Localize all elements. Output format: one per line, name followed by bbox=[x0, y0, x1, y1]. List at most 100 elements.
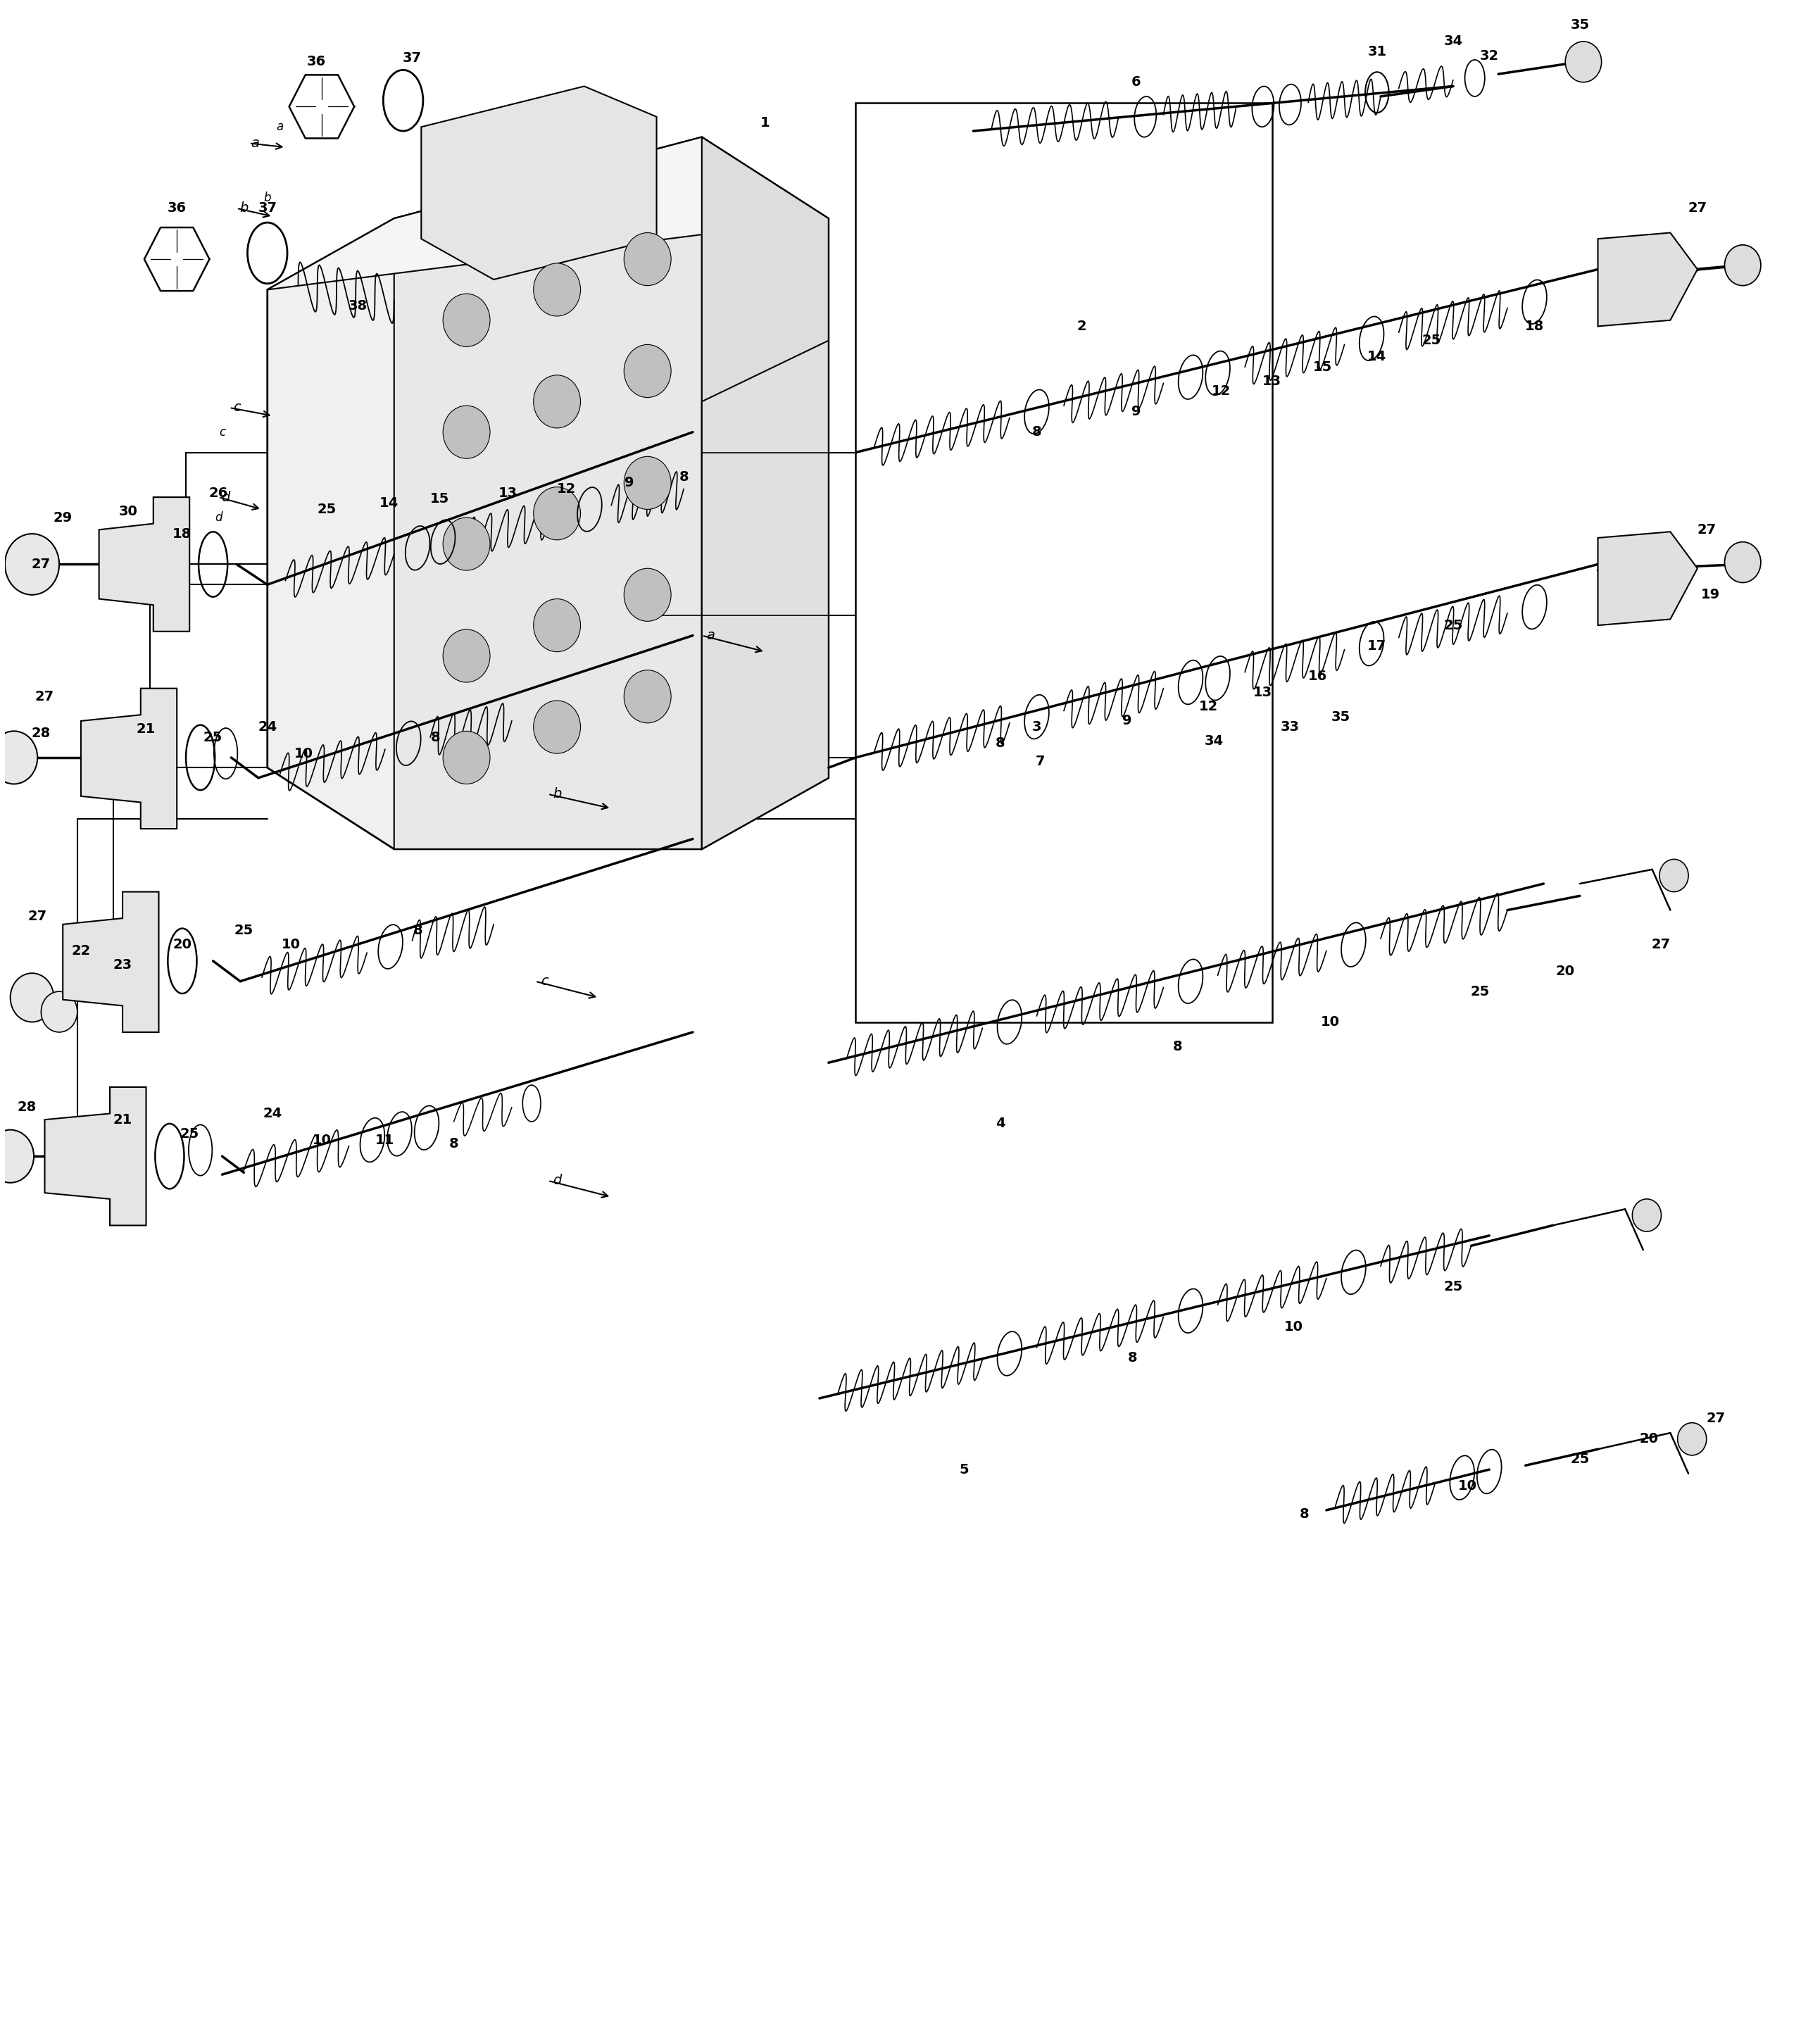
Text: 37: 37 bbox=[258, 202, 277, 215]
Text: 9: 9 bbox=[1123, 713, 1132, 728]
Text: 25: 25 bbox=[1471, 985, 1491, 997]
Text: 2: 2 bbox=[1077, 319, 1087, 333]
Circle shape bbox=[533, 486, 581, 540]
Circle shape bbox=[442, 517, 490, 570]
Text: c: c bbox=[541, 975, 548, 987]
Circle shape bbox=[533, 376, 581, 427]
Circle shape bbox=[442, 630, 490, 683]
Text: 8: 8 bbox=[679, 470, 688, 484]
Text: 16: 16 bbox=[1309, 670, 1327, 683]
Text: 25: 25 bbox=[1421, 333, 1441, 347]
Text: 35: 35 bbox=[1571, 18, 1589, 33]
Text: 8: 8 bbox=[1174, 1040, 1183, 1053]
Text: 31: 31 bbox=[1367, 45, 1387, 59]
Text: 13: 13 bbox=[1254, 687, 1272, 699]
Text: 21: 21 bbox=[136, 722, 157, 736]
Text: 36: 36 bbox=[308, 55, 326, 69]
Text: 5: 5 bbox=[959, 1464, 968, 1476]
Circle shape bbox=[442, 405, 490, 458]
Text: 9: 9 bbox=[624, 476, 633, 491]
Circle shape bbox=[624, 670, 672, 724]
Text: 27: 27 bbox=[1696, 523, 1716, 536]
Text: 20: 20 bbox=[1556, 965, 1574, 977]
Text: 9: 9 bbox=[1132, 405, 1141, 419]
Text: 28: 28 bbox=[16, 1102, 36, 1114]
Circle shape bbox=[533, 701, 581, 754]
Text: 4: 4 bbox=[996, 1116, 1005, 1130]
Text: d: d bbox=[553, 1173, 561, 1188]
Circle shape bbox=[442, 294, 490, 347]
Polygon shape bbox=[420, 86, 657, 280]
Text: 32: 32 bbox=[1480, 49, 1500, 63]
Text: 17: 17 bbox=[1367, 640, 1387, 652]
Text: 10: 10 bbox=[295, 746, 313, 760]
Text: 27: 27 bbox=[1653, 938, 1671, 950]
Text: a: a bbox=[706, 630, 715, 642]
Text: 37: 37 bbox=[402, 51, 422, 65]
Polygon shape bbox=[703, 137, 828, 848]
Text: 8: 8 bbox=[413, 924, 422, 936]
Circle shape bbox=[624, 456, 672, 509]
Text: 28: 28 bbox=[31, 726, 51, 740]
Polygon shape bbox=[64, 891, 158, 1032]
Circle shape bbox=[624, 568, 672, 621]
Text: 18: 18 bbox=[1525, 319, 1543, 333]
Text: 12: 12 bbox=[1212, 384, 1230, 399]
Text: 25: 25 bbox=[204, 730, 222, 744]
Polygon shape bbox=[98, 497, 189, 632]
Text: 24: 24 bbox=[258, 719, 277, 734]
Circle shape bbox=[5, 533, 60, 595]
Text: 14: 14 bbox=[1367, 350, 1387, 364]
Circle shape bbox=[42, 991, 76, 1032]
Text: 27: 27 bbox=[31, 558, 51, 570]
Text: b: b bbox=[264, 192, 271, 204]
Text: 36: 36 bbox=[167, 202, 186, 215]
Text: 8: 8 bbox=[450, 1136, 459, 1151]
Circle shape bbox=[1725, 542, 1760, 583]
Text: 25: 25 bbox=[235, 924, 253, 936]
Text: d: d bbox=[222, 491, 229, 505]
Text: 11: 11 bbox=[375, 1132, 395, 1147]
Text: 6: 6 bbox=[1132, 76, 1141, 88]
Text: 8: 8 bbox=[996, 736, 1005, 750]
Text: 35: 35 bbox=[1330, 709, 1350, 724]
Circle shape bbox=[624, 345, 672, 397]
Text: 25: 25 bbox=[1443, 619, 1463, 632]
Circle shape bbox=[533, 599, 581, 652]
Polygon shape bbox=[46, 1087, 146, 1226]
Circle shape bbox=[624, 233, 672, 286]
Text: d: d bbox=[215, 511, 222, 523]
Text: 24: 24 bbox=[264, 1108, 282, 1120]
Polygon shape bbox=[268, 137, 828, 848]
Circle shape bbox=[0, 1130, 35, 1183]
Text: 1: 1 bbox=[761, 117, 770, 129]
Text: 10: 10 bbox=[1285, 1320, 1303, 1335]
Text: 33: 33 bbox=[1281, 719, 1299, 734]
Text: 14: 14 bbox=[379, 497, 399, 509]
Text: 27: 27 bbox=[1705, 1412, 1725, 1425]
Text: 25: 25 bbox=[180, 1126, 198, 1141]
Text: 29: 29 bbox=[53, 511, 73, 523]
Circle shape bbox=[1660, 858, 1689, 891]
Polygon shape bbox=[1598, 531, 1698, 625]
Text: 8: 8 bbox=[1128, 1351, 1138, 1363]
Polygon shape bbox=[268, 137, 828, 290]
Text: 19: 19 bbox=[1700, 589, 1720, 601]
Text: c: c bbox=[218, 425, 226, 437]
Circle shape bbox=[1565, 41, 1602, 82]
Text: 12: 12 bbox=[557, 482, 575, 497]
Text: 27: 27 bbox=[1687, 202, 1707, 215]
Text: 10: 10 bbox=[1321, 1016, 1340, 1028]
Text: 25: 25 bbox=[1443, 1280, 1463, 1294]
Text: 10: 10 bbox=[282, 938, 300, 950]
Text: 20: 20 bbox=[173, 938, 191, 950]
Text: 30: 30 bbox=[118, 505, 138, 517]
Text: 20: 20 bbox=[1640, 1433, 1658, 1445]
Circle shape bbox=[1633, 1200, 1662, 1233]
Polygon shape bbox=[703, 341, 828, 848]
Text: 25: 25 bbox=[1571, 1453, 1589, 1466]
Circle shape bbox=[442, 732, 490, 785]
Text: b: b bbox=[553, 787, 561, 801]
Text: 7: 7 bbox=[1036, 754, 1045, 769]
Text: 12: 12 bbox=[1199, 699, 1218, 713]
